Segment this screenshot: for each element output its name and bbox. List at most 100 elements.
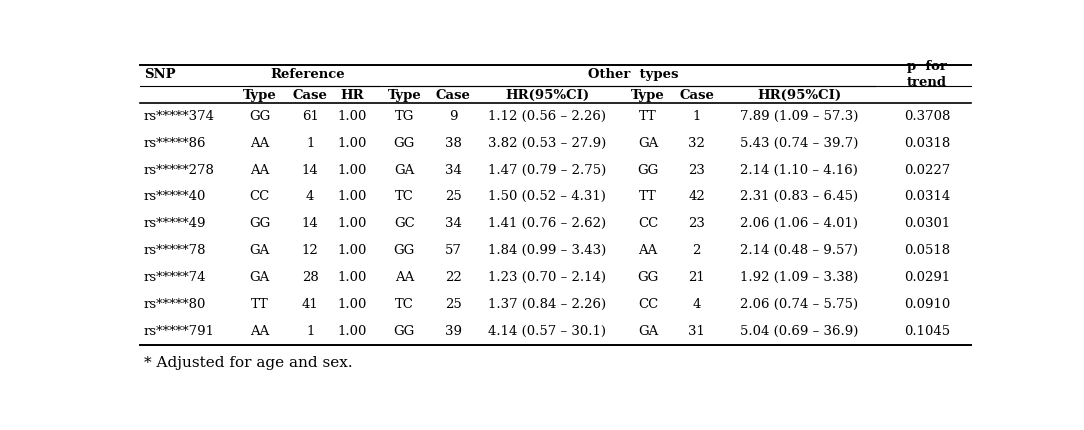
Text: GA: GA xyxy=(249,271,270,284)
Text: 4: 4 xyxy=(306,190,314,203)
Text: 21: 21 xyxy=(688,271,705,284)
Text: 1: 1 xyxy=(693,110,701,123)
Text: 1.00: 1.00 xyxy=(337,244,366,257)
Text: 1: 1 xyxy=(306,325,314,338)
Text: TT: TT xyxy=(640,110,657,123)
Text: 3.82 (0.53 – 27.9): 3.82 (0.53 – 27.9) xyxy=(488,137,606,150)
Text: CC: CC xyxy=(637,298,658,311)
Text: 25: 25 xyxy=(444,298,462,311)
Text: 1.00: 1.00 xyxy=(337,217,366,230)
Text: TC: TC xyxy=(395,190,414,203)
Text: CC: CC xyxy=(637,217,658,230)
Text: 2.14 (0.48 – 9.57): 2.14 (0.48 – 9.57) xyxy=(740,244,859,257)
Text: 1.00: 1.00 xyxy=(337,110,366,123)
Text: 22: 22 xyxy=(444,271,462,284)
Text: AA: AA xyxy=(250,325,270,338)
Text: HR(95%CI): HR(95%CI) xyxy=(757,89,841,102)
Text: 1: 1 xyxy=(306,137,314,150)
Text: 4.14 (0.57 – 30.1): 4.14 (0.57 – 30.1) xyxy=(488,325,606,338)
Text: rs*****374: rs*****374 xyxy=(144,110,215,123)
Text: GC: GC xyxy=(393,217,415,230)
Text: rs*****86: rs*****86 xyxy=(144,137,206,150)
Text: TG: TG xyxy=(395,110,414,123)
Text: AA: AA xyxy=(395,271,414,284)
Text: GA: GA xyxy=(637,137,658,150)
Text: 61: 61 xyxy=(301,110,319,123)
Text: rs*****278: rs*****278 xyxy=(144,163,215,177)
Text: 1.37 (0.84 – 2.26): 1.37 (0.84 – 2.26) xyxy=(488,298,606,311)
Text: CC: CC xyxy=(249,190,270,203)
Text: GG: GG xyxy=(393,244,415,257)
Text: 38: 38 xyxy=(444,137,462,150)
Text: TT: TT xyxy=(251,298,269,311)
Text: 0.0291: 0.0291 xyxy=(904,271,950,284)
Text: AA: AA xyxy=(638,244,658,257)
Text: Case: Case xyxy=(436,89,470,102)
Text: 34: 34 xyxy=(444,163,462,177)
Text: GG: GG xyxy=(249,110,271,123)
Text: Case: Case xyxy=(293,89,327,102)
Text: GA: GA xyxy=(395,163,414,177)
Text: 2: 2 xyxy=(693,244,701,257)
Text: 2.06 (1.06 – 4.01): 2.06 (1.06 – 4.01) xyxy=(740,217,859,230)
Text: GG: GG xyxy=(393,137,415,150)
Text: 1.00: 1.00 xyxy=(337,163,366,177)
Text: 0.0314: 0.0314 xyxy=(904,190,950,203)
Text: TC: TC xyxy=(395,298,414,311)
Text: 2.14 (1.10 – 4.16): 2.14 (1.10 – 4.16) xyxy=(740,163,859,177)
Text: * Adjusted for age and sex.: * Adjusted for age and sex. xyxy=(144,356,352,371)
Text: Case: Case xyxy=(680,89,714,102)
Text: 1.00: 1.00 xyxy=(337,271,366,284)
Text: 0.0227: 0.0227 xyxy=(904,163,950,177)
Text: GG: GG xyxy=(249,217,271,230)
Text: 1.23 (0.70 – 2.14): 1.23 (0.70 – 2.14) xyxy=(488,271,606,284)
Text: GA: GA xyxy=(249,244,270,257)
Text: 39: 39 xyxy=(444,325,462,338)
Text: 0.0518: 0.0518 xyxy=(904,244,950,257)
Text: rs*****80: rs*****80 xyxy=(144,298,206,311)
Text: HR(95%CI): HR(95%CI) xyxy=(505,89,590,102)
Text: Other  types: Other types xyxy=(589,68,679,81)
Text: rs*****78: rs*****78 xyxy=(144,244,206,257)
Text: 0.0301: 0.0301 xyxy=(904,217,950,230)
Text: 1.50 (0.52 – 4.31): 1.50 (0.52 – 4.31) xyxy=(488,190,606,203)
Text: 1.00: 1.00 xyxy=(337,137,366,150)
Text: rs*****40: rs*****40 xyxy=(144,190,206,203)
Text: 1.84 (0.99 – 3.43): 1.84 (0.99 – 3.43) xyxy=(488,244,606,257)
Text: 23: 23 xyxy=(688,163,705,177)
Text: AA: AA xyxy=(250,137,270,150)
Text: 1.41 (0.76 – 2.62): 1.41 (0.76 – 2.62) xyxy=(488,217,606,230)
Text: rs*****791: rs*****791 xyxy=(144,325,215,338)
Text: 2.31 (0.83 – 6.45): 2.31 (0.83 – 6.45) xyxy=(740,190,859,203)
Text: 14: 14 xyxy=(301,163,319,177)
Text: 0.0910: 0.0910 xyxy=(904,298,950,311)
Text: 1.00: 1.00 xyxy=(337,190,366,203)
Text: 1.00: 1.00 xyxy=(337,298,366,311)
Text: Type: Type xyxy=(243,89,276,102)
Text: 5.04 (0.69 – 36.9): 5.04 (0.69 – 36.9) xyxy=(740,325,859,338)
Text: 23: 23 xyxy=(688,217,705,230)
Text: 32: 32 xyxy=(688,137,705,150)
Text: Type: Type xyxy=(387,89,422,102)
Text: TT: TT xyxy=(640,190,657,203)
Text: 4: 4 xyxy=(693,298,701,311)
Text: 25: 25 xyxy=(444,190,462,203)
Text: 2.06 (0.74 – 5.75): 2.06 (0.74 – 5.75) xyxy=(740,298,859,311)
Text: 31: 31 xyxy=(688,325,705,338)
Text: GA: GA xyxy=(637,325,658,338)
Text: 57: 57 xyxy=(444,244,462,257)
Text: 41: 41 xyxy=(301,298,319,311)
Text: 34: 34 xyxy=(444,217,462,230)
Text: rs*****49: rs*****49 xyxy=(144,217,206,230)
Text: GG: GG xyxy=(637,163,659,177)
Text: 28: 28 xyxy=(301,271,319,284)
Text: SNP: SNP xyxy=(144,68,176,81)
Text: GG: GG xyxy=(393,325,415,338)
Text: 12: 12 xyxy=(301,244,319,257)
Text: 7.89 (1.09 – 57.3): 7.89 (1.09 – 57.3) xyxy=(740,110,859,123)
Text: 5.43 (0.74 – 39.7): 5.43 (0.74 – 39.7) xyxy=(740,137,859,150)
Text: 0.1045: 0.1045 xyxy=(904,325,950,338)
Text: AA: AA xyxy=(250,163,270,177)
Text: 1.12 (0.56 – 2.26): 1.12 (0.56 – 2.26) xyxy=(488,110,606,123)
Text: Type: Type xyxy=(631,89,664,102)
